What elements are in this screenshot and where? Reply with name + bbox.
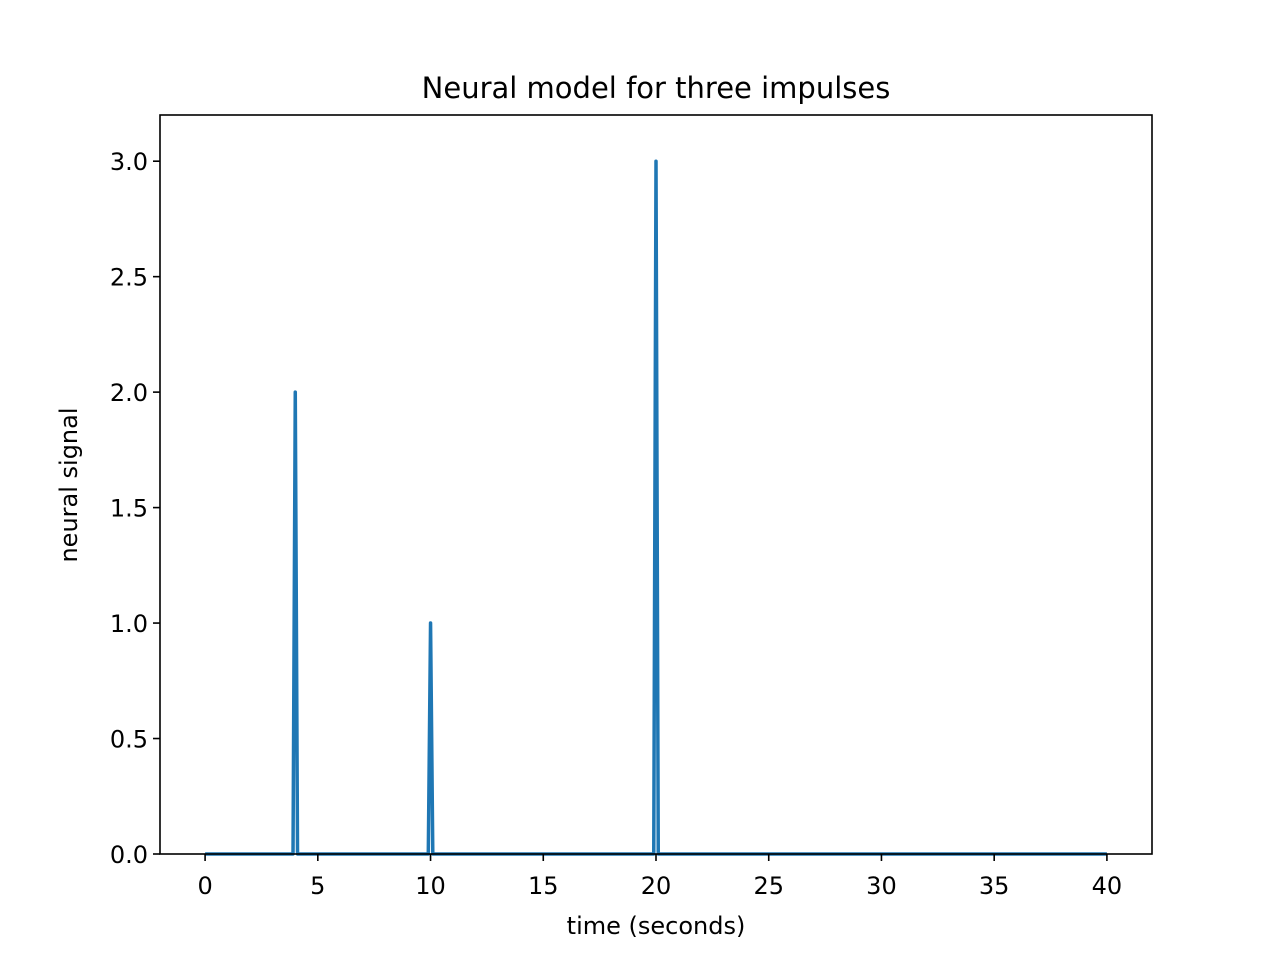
y-tick-label: 1.0	[110, 610, 148, 638]
x-tick-label: 15	[528, 872, 559, 900]
axes-frame	[159, 114, 1153, 855]
x-tick-label: 30	[866, 872, 897, 900]
y-tick-label: 2.0	[110, 379, 148, 407]
x-tick-label: 40	[1092, 872, 1123, 900]
x-tick-label: 25	[753, 872, 784, 900]
series-line-0	[205, 159, 1107, 856]
chart-title: Neural model for three impulses	[422, 71, 891, 105]
y-tick-label: 0.0	[110, 841, 148, 869]
y-axis-label: neural signal	[55, 407, 83, 562]
y-tick-label: 2.5	[110, 264, 148, 292]
y-tick-label: 0.5	[110, 726, 148, 754]
ticks: 0 5 10 15 20 25 30 35 40 0.0 0.5 1.0 1.5 2.0 2.5 3.0	[110, 148, 1122, 900]
x-tick-label: 20	[641, 872, 672, 900]
y-tick-label: 3.0	[110, 148, 148, 176]
x-tick-label: 5	[310, 872, 325, 900]
x-tick-label: 10	[415, 872, 446, 900]
x-axis-label: time (seconds)	[567, 912, 746, 940]
x-tick-label: 35	[979, 872, 1010, 900]
x-tick-label: 0	[197, 872, 212, 900]
y-tick-label: 1.5	[110, 495, 148, 523]
plot-area	[205, 159, 1107, 856]
